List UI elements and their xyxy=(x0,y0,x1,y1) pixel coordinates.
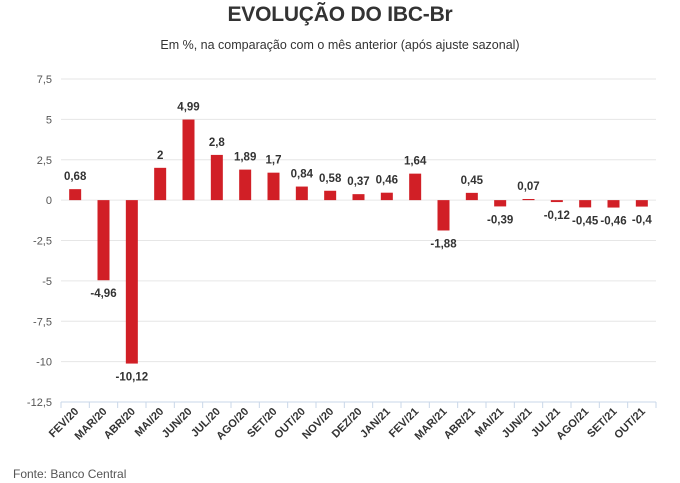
bar xyxy=(579,200,592,208)
bar xyxy=(295,186,308,201)
x-tick-label: OUT/21 xyxy=(612,406,648,442)
x-axis xyxy=(60,401,657,408)
chart-subtitle: Em %, na comparação com o mês anterior (… xyxy=(160,38,520,52)
data-label: -1,88 xyxy=(430,238,457,250)
bar xyxy=(324,190,337,201)
data-label: 1,64 xyxy=(404,156,427,168)
data-label: 0,07 xyxy=(517,181,539,193)
data-label: 1,7 xyxy=(266,155,282,167)
bar xyxy=(97,200,110,281)
data-labels: 0,68 -4,96 -10,12 2 4,99 2,8 1,89 1,7 0,84 0,58 0,… xyxy=(64,102,652,384)
data-label: 4,99 xyxy=(177,102,199,114)
chart-title: EVOLUÇÃO DO IBC-Br xyxy=(227,3,453,26)
data-label: -0,46 xyxy=(600,216,626,228)
bar xyxy=(352,194,365,201)
bar xyxy=(522,198,535,201)
data-label: -0,39 xyxy=(487,214,513,226)
bar xyxy=(550,200,563,203)
x-tick-label: ABR/21 xyxy=(442,406,478,442)
bar xyxy=(409,173,422,201)
data-label: 2 xyxy=(157,150,163,162)
data-label: 2,8 xyxy=(209,137,226,149)
x-tick-label: ABR/20 xyxy=(102,406,138,442)
data-label: 0,46 xyxy=(376,175,398,187)
x-tick-label: JAN/21 xyxy=(358,406,393,441)
y-tick-label: -2,5 xyxy=(33,236,52,248)
bar xyxy=(465,192,478,201)
y-tick-label: -5 xyxy=(42,276,52,288)
data-label: 0,58 xyxy=(319,173,342,185)
y-axis-ticks: 7,5 5 2,5 0 -2,5 -5 -7,5 -10 -12,5 xyxy=(27,74,52,409)
x-tick-label: NOV/20 xyxy=(300,406,336,442)
bar xyxy=(210,154,223,201)
x-axis-ticks: FEV/20MAR/20ABR/20MAI/20JUN/20JUL/20AGO/… xyxy=(47,406,648,443)
data-label: 0,68 xyxy=(64,171,87,183)
bar xyxy=(437,200,450,231)
bar xyxy=(607,200,620,208)
x-tick-label: DEZ/20 xyxy=(330,406,365,441)
x-tick-label: JUN/21 xyxy=(500,406,535,441)
data-label: 1,89 xyxy=(234,152,256,164)
data-label: -4,96 xyxy=(90,288,116,300)
data-label: -0,45 xyxy=(572,215,599,227)
bar xyxy=(125,200,138,364)
y-tick-label: -12,5 xyxy=(27,397,52,409)
y-tick-label: 7,5 xyxy=(37,74,52,86)
bar xyxy=(380,192,393,201)
data-label: -0,4 xyxy=(632,215,652,227)
x-tick-label: JUN/20 xyxy=(160,406,195,441)
source-note: Fonte: Banco Central xyxy=(13,467,127,481)
y-tick-label: -7,5 xyxy=(33,316,52,328)
y-tick-label: 2,5 xyxy=(37,155,52,167)
data-label: -10,12 xyxy=(116,372,149,384)
y-tick-label: 0 xyxy=(46,195,52,207)
bar xyxy=(494,200,507,207)
data-label: -0,12 xyxy=(544,210,570,222)
bar xyxy=(69,189,82,201)
bar xyxy=(267,172,280,201)
bar xyxy=(239,169,252,201)
bars xyxy=(69,119,648,364)
bar xyxy=(635,200,648,207)
bar xyxy=(182,119,195,201)
bar xyxy=(154,167,167,201)
gridlines xyxy=(61,78,656,363)
y-tick-label: 5 xyxy=(46,114,52,126)
y-tick-label: -10 xyxy=(36,357,52,369)
data-label: 0,37 xyxy=(347,176,369,188)
data-label: 0,84 xyxy=(291,169,314,181)
data-label: 0,45 xyxy=(461,175,484,187)
